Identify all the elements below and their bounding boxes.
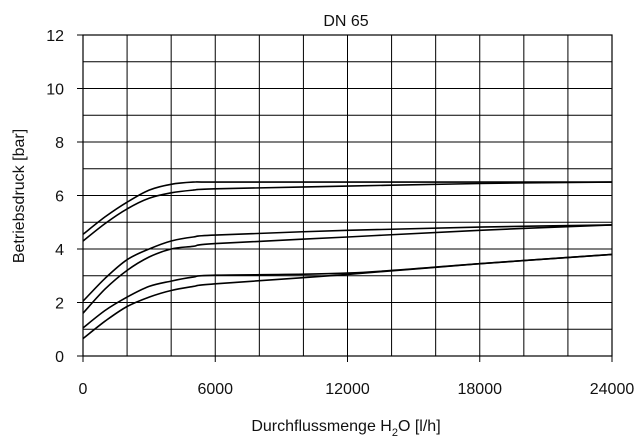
chart-title: DN 65 [323,13,368,30]
x-tick-label: 6000 [197,381,233,398]
x-tick-label: 24000 [590,381,635,398]
curve-3 [82,224,613,302]
x-tick-label: 12000 [325,381,370,398]
y-tick-label: 0 [55,349,64,366]
y-tick-label: 2 [55,296,64,313]
curve-4 [82,224,613,314]
y-axis: 0 2 4 6 8 10 12 [46,28,83,366]
curve-2 [82,181,613,242]
x-tick-label: 0 [79,381,88,398]
x-axis: 0 6000 12000 18000 24000 [79,356,635,398]
y-tick-label: 8 [55,135,64,152]
curve-6 [82,253,613,340]
x-axis-title: Durchflussmenge H2O [l/h] [251,418,440,439]
curves [82,181,613,340]
y-tick-label: 12 [46,28,64,45]
y-tick-label: 4 [55,242,64,259]
y-tick-label: 6 [55,189,64,206]
curve-1 [82,181,612,235]
x-tick-label: 18000 [458,381,503,398]
y-tick-label: 10 [46,82,64,99]
grid [83,35,612,356]
y-axis-title: Betriebsdruck [bar] [11,129,28,263]
